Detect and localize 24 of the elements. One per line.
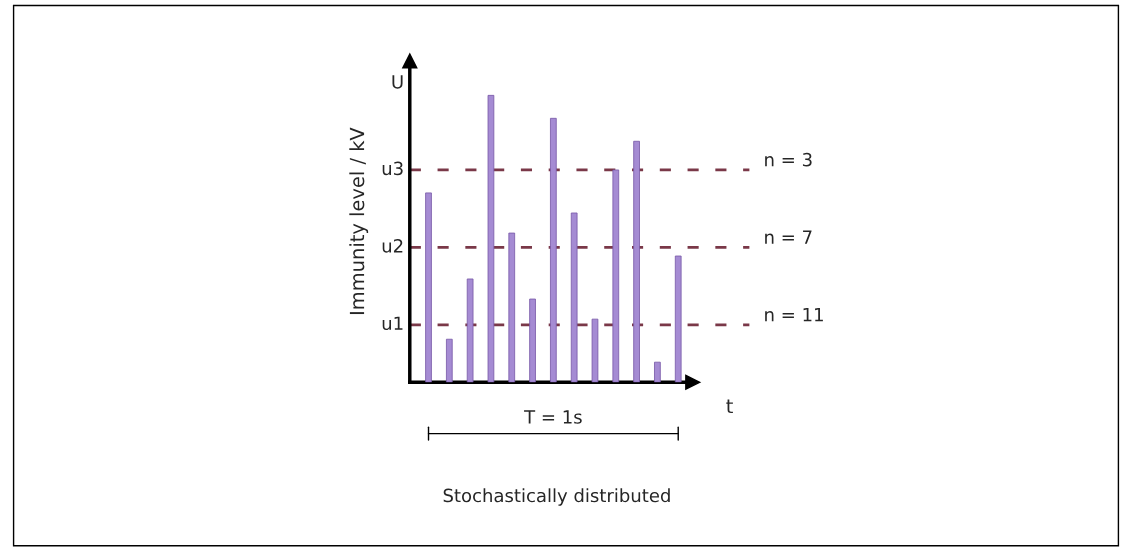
bar	[612, 169, 620, 383]
bar	[425, 192, 432, 383]
bar	[445, 338, 453, 383]
x-axis-title: t	[726, 399, 733, 414]
text: n = 3	[765, 152, 812, 167]
text: n = 11	[765, 307, 823, 322]
bar	[529, 298, 536, 383]
bar	[487, 94, 495, 383]
bar	[466, 278, 474, 383]
bar	[674, 255, 682, 383]
ref-line-label: u3	[382, 161, 403, 176]
ref-line-label: u2	[382, 239, 403, 253]
bar	[508, 232, 516, 383]
bar	[633, 140, 640, 383]
ref-line-label: u1	[382, 316, 403, 331]
bar	[591, 318, 599, 383]
text: U	[392, 75, 403, 89]
text: Stochastically distributed	[443, 488, 670, 506]
text: T = 1s	[524, 410, 582, 424]
bar	[550, 117, 557, 383]
bar	[570, 212, 578, 383]
y-axis-title: Immunity level / kV	[349, 127, 369, 315]
bar	[654, 361, 661, 383]
text: n = 7	[765, 230, 812, 244]
